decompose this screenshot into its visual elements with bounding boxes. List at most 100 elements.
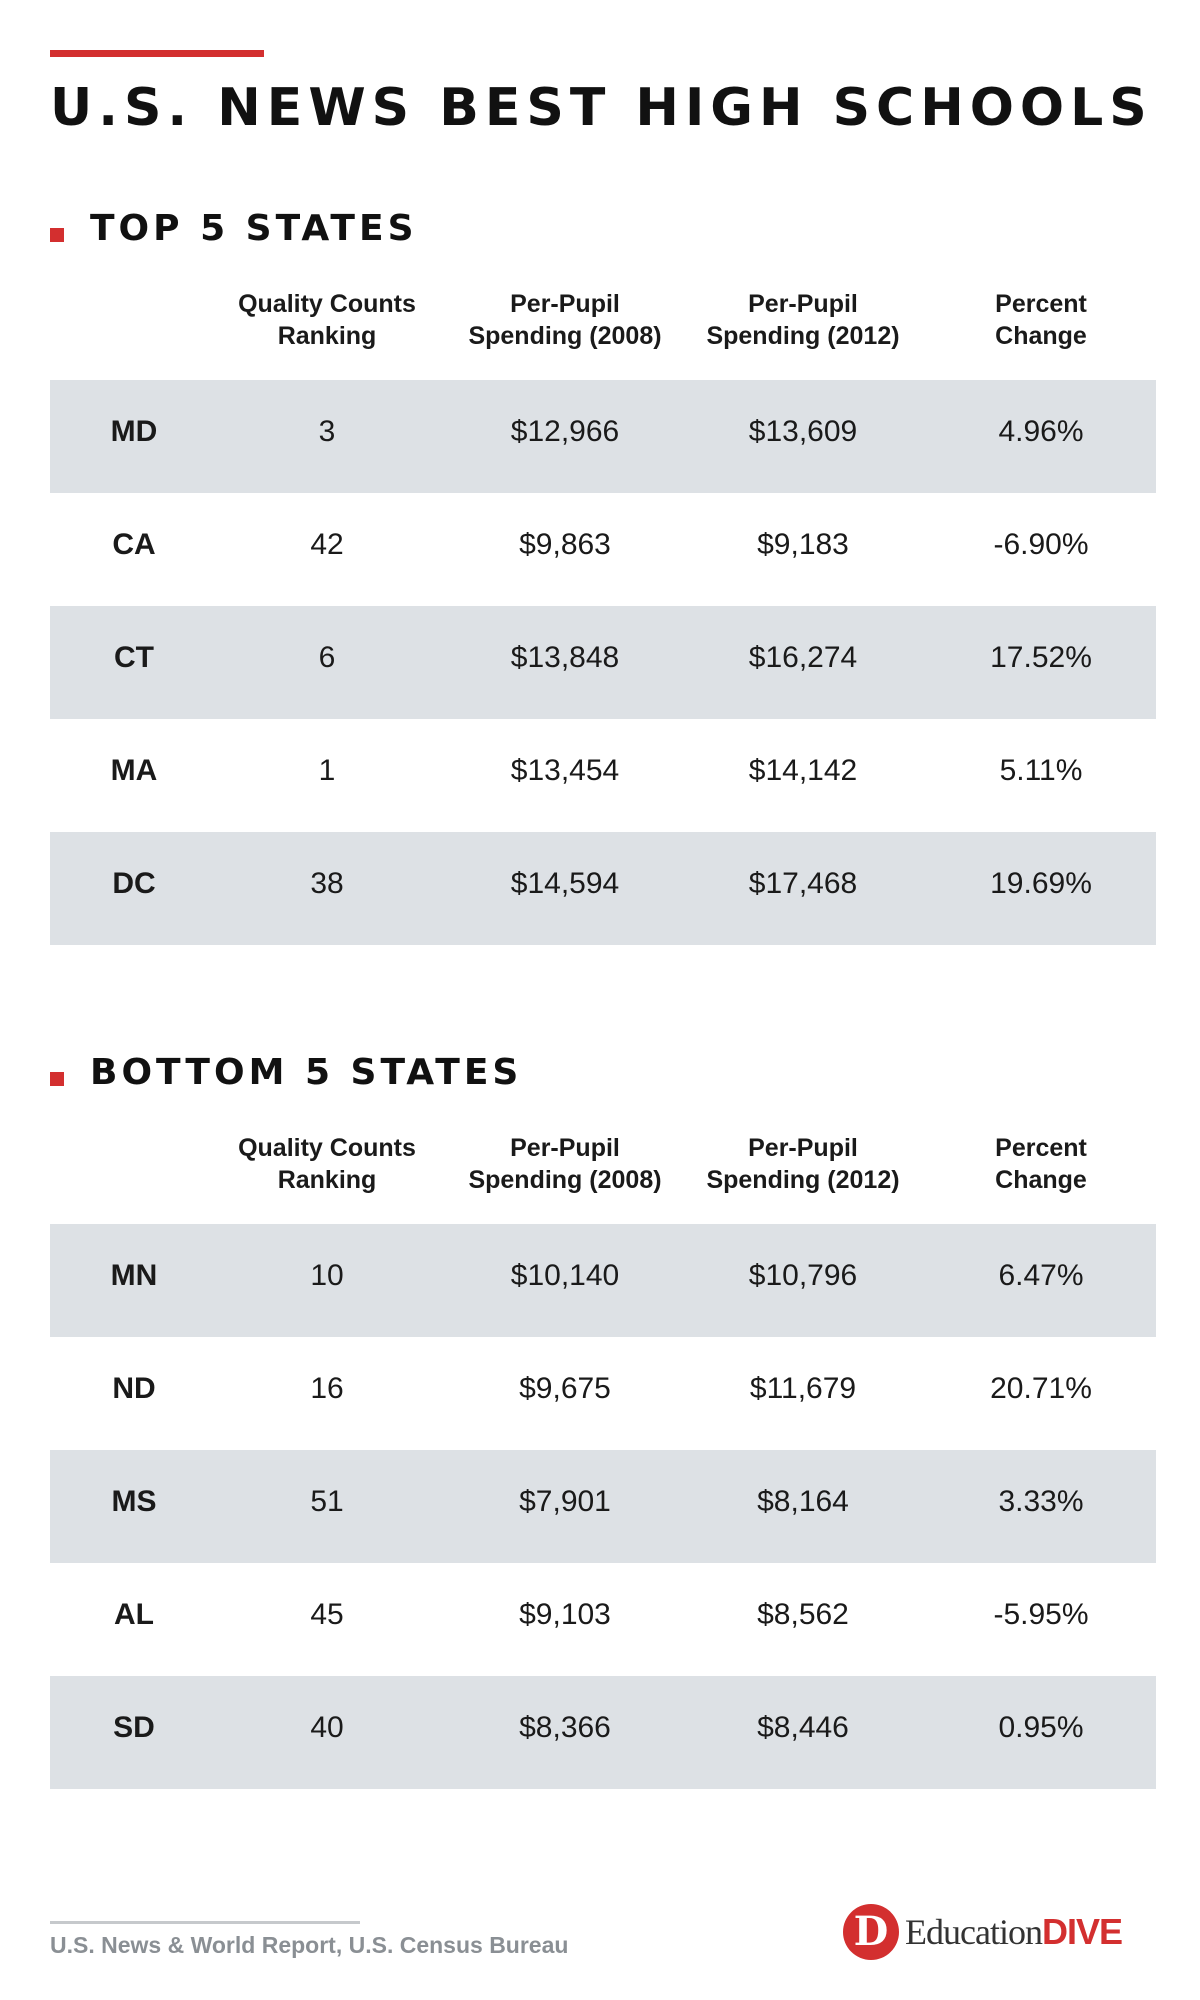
- percent-change-cell: 4.96%: [998, 415, 1084, 448]
- column-header-spending-2008: Per-Pupil Spending (2008): [446, 288, 684, 352]
- column-header-percent-change: Percent Change: [922, 288, 1160, 352]
- state-cell: MS: [111, 1485, 157, 1518]
- ranking-cell: 45: [310, 1598, 344, 1631]
- percent-change-cell: -5.95%: [993, 1598, 1089, 1631]
- spending-2012-cell: $13,609: [748, 415, 858, 448]
- spending-2008-cell: $9,103: [519, 1598, 611, 1631]
- column-header-line: Quality Counts: [238, 290, 416, 318]
- spending-2012-cell: $9,183: [757, 528, 849, 561]
- top-states-section: TOP 5 STATES Quality Counts Ranking Per-P…: [50, 208, 1156, 945]
- brand-word-dive: DIVE: [1041, 1911, 1123, 1952]
- section-marker-square: [50, 1072, 64, 1086]
- column-header-line: Ranking: [277, 322, 377, 350]
- column-header-line: Spending (2012): [706, 322, 900, 350]
- ranking-cell: 16: [310, 1372, 344, 1405]
- column-header-line: Percent: [995, 1134, 1087, 1162]
- column-header-line: Change: [995, 322, 1087, 350]
- source-note: U.S. News & World Report, U.S. Census Bu…: [50, 1932, 569, 1958]
- percent-change-cell: -6.90%: [993, 528, 1089, 561]
- column-header-ranking: Quality Counts Ranking: [208, 288, 446, 352]
- table-body: MD 3 $12,966 $13,609 4.96% CA 42 $9,863 $9,183 -6…: [50, 380, 1156, 945]
- spending-2008-cell: $13,848: [510, 641, 620, 674]
- ranking-cell: 51: [310, 1485, 344, 1518]
- brand-word-education: Education: [905, 1912, 1043, 1952]
- column-header-line: Spending (2012): [706, 1166, 900, 1194]
- spending-2012-cell: $17,468: [748, 867, 858, 900]
- section-title: TOP 5 STATES: [90, 208, 418, 249]
- state-cell: SD: [113, 1711, 155, 1744]
- brand-mark-icon: D: [843, 1904, 899, 1960]
- column-header-percent-change: Percent Change: [922, 1132, 1160, 1196]
- section-title: BOTTOM 5 STATES: [90, 1052, 523, 1093]
- spending-2008-cell: $9,863: [519, 528, 611, 561]
- spending-2012-cell: $8,446: [757, 1711, 849, 1744]
- state-cell: ND: [112, 1372, 156, 1405]
- percent-change-cell: 20.71%: [990, 1372, 1092, 1405]
- percent-change-cell: 0.95%: [998, 1711, 1084, 1744]
- ranking-cell: 42: [310, 528, 344, 561]
- section-heading: TOP 5 STATES: [50, 208, 1156, 258]
- column-header-line: Per-Pupil: [748, 1134, 858, 1162]
- column-header-ranking: Quality Counts Ranking: [208, 1132, 446, 1196]
- table-row: MD 3 $12,966 $13,609 4.96%: [50, 380, 1156, 493]
- column-header-line: Change: [995, 1166, 1087, 1194]
- spending-2012-cell: $14,142: [748, 754, 858, 787]
- footer-divider: [50, 1921, 360, 1924]
- bottom-states-section: BOTTOM 5 STATES Quality Counts Ranking Pe…: [50, 1052, 1156, 1789]
- percent-change-cell: 3.33%: [998, 1485, 1084, 1518]
- table-row: CA 42 $9,863 $9,183 -6.90%: [50, 493, 1156, 606]
- state-cell: MA: [110, 754, 158, 787]
- column-header-line: Percent: [995, 290, 1087, 318]
- table-row: MA 1 $13,454 $14,142 5.11%: [50, 719, 1156, 832]
- section-marker-square: [50, 228, 64, 242]
- column-header-line: Spending (2008): [468, 1166, 662, 1194]
- ranking-cell: 3: [318, 415, 336, 448]
- percent-change-cell: 5.11%: [999, 754, 1083, 787]
- column-header-row: Quality Counts Ranking Per-Pupil Spending …: [50, 288, 1156, 378]
- ranking-cell: 10: [310, 1259, 344, 1292]
- spending-2012-cell: $8,562: [757, 1598, 849, 1631]
- column-header-spending-2012: Per-Pupil Spending (2012): [684, 1132, 922, 1196]
- table-row: SD 40 $8,366 $8,446 0.95%: [50, 1676, 1156, 1789]
- table-row: DC 38 $14,594 $17,468 19.69%: [50, 832, 1156, 945]
- spending-2012-cell: $8,164: [757, 1485, 849, 1518]
- table-body: MN 10 $10,140 $10,796 6.47% ND 16 $9,675 $11,679…: [50, 1224, 1156, 1789]
- table-row: ND 16 $9,675 $11,679 20.71%: [50, 1337, 1156, 1450]
- spending-2008-cell: $14,594: [510, 867, 620, 900]
- ranking-cell: 40: [310, 1711, 344, 1744]
- column-header-line: Per-Pupil: [748, 290, 858, 318]
- column-header-spending-2012: Per-Pupil Spending (2012): [684, 288, 922, 352]
- spending-2008-cell: $9,675: [519, 1372, 611, 1405]
- spending-2012-cell: $10,796: [748, 1259, 858, 1292]
- spending-2008-cell: $8,366: [519, 1711, 611, 1744]
- state-cell: MD: [110, 415, 158, 448]
- spending-2012-cell: $16,274: [748, 641, 858, 674]
- table-row: MN 10 $10,140 $10,796 6.47%: [50, 1224, 1156, 1337]
- column-header-line: Per-Pupil: [510, 1134, 620, 1162]
- brand-wordmark: EducationDIVE: [905, 1911, 1123, 1953]
- spending-2012-cell: $11,679: [749, 1372, 857, 1405]
- section-heading: BOTTOM 5 STATES: [50, 1052, 1156, 1102]
- table-row: MS 51 $7,901 $8,164 3.33%: [50, 1450, 1156, 1563]
- spending-2008-cell: $10,140: [510, 1259, 620, 1292]
- table-row: CT 6 $13,848 $16,274 17.52%: [50, 606, 1156, 719]
- state-cell: CT: [114, 641, 154, 674]
- ranking-cell: 1: [318, 754, 336, 787]
- spending-2008-cell: $12,966: [510, 415, 620, 448]
- ranking-cell: 38: [310, 867, 344, 900]
- state-cell: MN: [110, 1259, 158, 1292]
- page-title: U.S. NEWS BEST HIGH SCHOOLS: [50, 78, 1153, 138]
- table-row: AL 45 $9,103 $8,562 -5.95%: [50, 1563, 1156, 1676]
- spending-2008-cell: $7,901: [519, 1485, 611, 1518]
- column-header-line: Per-Pupil: [510, 290, 620, 318]
- column-header-spending-2008: Per-Pupil Spending (2008): [446, 1132, 684, 1196]
- state-cell: DC: [112, 867, 156, 900]
- column-header-row: Quality Counts Ranking Per-Pupil Spending …: [50, 1132, 1156, 1222]
- column-header-line: Quality Counts: [238, 1134, 416, 1162]
- state-cell: AL: [114, 1598, 154, 1631]
- column-header-line: Spending (2008): [468, 322, 662, 350]
- spending-2008-cell: $13,454: [510, 754, 620, 787]
- title-accent-bar: [50, 50, 264, 57]
- ranking-cell: 6: [318, 641, 336, 674]
- percent-change-cell: 6.47%: [998, 1259, 1084, 1292]
